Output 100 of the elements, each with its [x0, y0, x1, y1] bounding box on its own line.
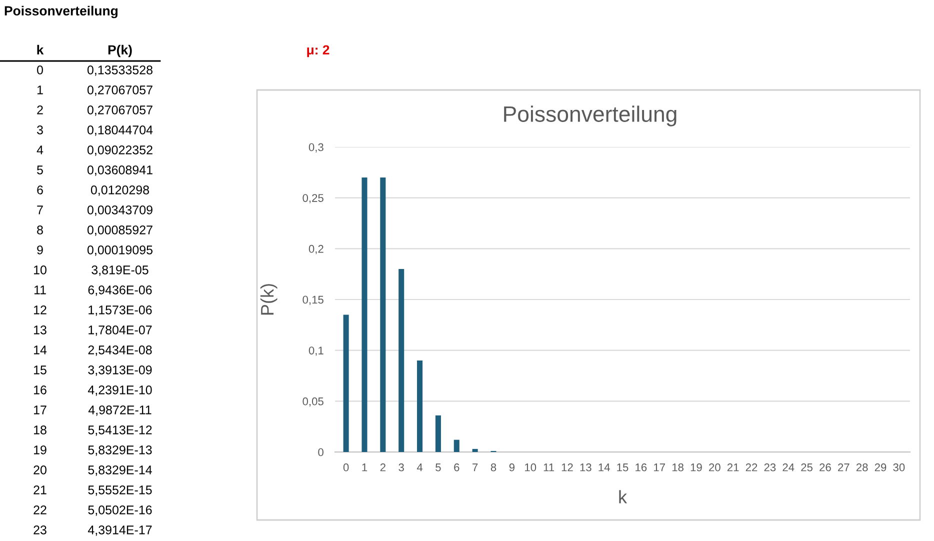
text: 17 — [34, 406, 46, 414]
text: 21 — [34, 486, 46, 494]
text: 23 — [34, 526, 46, 534]
text: 0,09022352 — [87, 146, 152, 156]
x-tick-label: 2 — [380, 463, 386, 472]
y-tick-label: 0 — [318, 448, 324, 456]
bar — [362, 178, 368, 452]
text: 16 — [34, 386, 46, 394]
text: P(k) — [108, 44, 132, 58]
x-tick-label: 26 — [820, 463, 831, 472]
x-tick-label: 15 — [617, 464, 628, 472]
x-tick-label: 19 — [690, 463, 702, 472]
text: 2,5434E-08 — [88, 346, 152, 356]
text: 11 — [34, 286, 46, 294]
text: 3,3913E-09 — [88, 366, 152, 376]
bar — [380, 178, 386, 452]
text: 1,1573E-06 — [88, 306, 152, 316]
x-tick-label: 29 — [874, 463, 886, 472]
text: 6,9436E-06 — [88, 286, 152, 296]
text: 3 — [37, 126, 43, 134]
chart-title: Poissonverteilung — [504, 106, 676, 126]
text: 9 — [37, 246, 43, 254]
x-tick-label: 4 — [416, 464, 423, 472]
text: 5,8329E-14 — [88, 466, 152, 476]
x-tick-label: 30 — [893, 463, 905, 472]
text: 0,13533528 — [87, 66, 152, 76]
x-tick-label: 6 — [454, 463, 460, 472]
x-tick-label: 25 — [801, 463, 813, 472]
x-tick-label: 7 — [472, 464, 478, 472]
y-tick-label: 0,3 — [308, 143, 324, 152]
text: 18 — [34, 426, 46, 434]
x-tick-label: 17 — [654, 464, 665, 472]
y-tick-label: 0,2 — [308, 244, 324, 254]
x-tick-label: 9 — [509, 463, 514, 472]
text: 14 — [34, 346, 47, 354]
x-tick-label: 0 — [343, 463, 349, 472]
text: 6 — [37, 186, 43, 194]
text: 8 — [37, 226, 43, 234]
x-tick-label: 22 — [746, 463, 758, 472]
text: 5,0502E-16 — [88, 506, 152, 516]
text: 5,5413E-12 — [88, 426, 152, 436]
x-tick-label: 13 — [580, 463, 592, 472]
x-tick-label: 23 — [764, 463, 776, 472]
text: 4,9872E-11 — [88, 406, 152, 416]
text: 0 — [37, 66, 43, 74]
text: 4,2391E-10 — [88, 386, 152, 396]
x-tick-label: 12 — [562, 463, 573, 472]
text: 15 — [34, 366, 46, 374]
bar — [398, 269, 404, 452]
x-tick-label: 24 — [782, 463, 794, 472]
text: 0,27067057 — [87, 86, 152, 96]
x-tick-label: 5 — [436, 464, 441, 472]
x-tick-label: 20 — [709, 463, 720, 472]
x-tick-label: 27 — [838, 463, 850, 472]
x-tick-label: 11 — [544, 464, 554, 472]
text: 5,8329E-13 — [88, 446, 152, 456]
x-tick-label: 18 — [672, 463, 684, 472]
x-tick-label: 16 — [636, 463, 647, 472]
x-tick-label: 3 — [398, 463, 404, 472]
text: 7 — [37, 206, 43, 214]
bar — [472, 448, 478, 452]
text: 1 — [37, 86, 43, 94]
text: μ: 2 — [307, 45, 330, 58]
y-axis-title: P(k) — [260, 284, 278, 315]
text: 4,3914E-17 — [88, 526, 152, 536]
text: Poissonverteilung — [4, 6, 118, 18]
text: 22 — [34, 506, 46, 514]
bar — [343, 314, 349, 452]
bar — [435, 415, 441, 452]
text: 0,00019095 — [87, 246, 152, 256]
x-axis-title: k — [619, 490, 628, 504]
text: 1,7804E-07 — [88, 326, 152, 336]
text: 13 — [34, 326, 46, 334]
x-tick-label: 8 — [490, 463, 496, 472]
text: 0,0120298 — [90, 186, 150, 196]
text: 0,27067057 — [87, 106, 152, 116]
y-tick-label: 0,1 — [308, 346, 324, 356]
x-tick-label: 14 — [598, 464, 610, 472]
x-tick-label: 1 — [362, 464, 368, 472]
x-tick-label: 21 — [727, 463, 739, 472]
text: 0,03608941 — [87, 166, 152, 176]
bar — [454, 440, 460, 452]
text: 10 — [34, 266, 46, 274]
y-tick-label: 0,05 — [302, 397, 324, 407]
bar — [417, 360, 423, 452]
y-tick-label: 0,15 — [302, 296, 324, 305]
text: k — [37, 44, 44, 54]
text: 2 — [37, 106, 43, 114]
text: 5 — [37, 166, 43, 174]
text: 19 — [34, 446, 46, 454]
y-tick-label: 0,25 — [302, 194, 324, 204]
text: 0,18044704 — [87, 126, 153, 136]
text: 12 — [34, 306, 46, 314]
text: 3,819E-05 — [92, 266, 148, 276]
text: 4 — [36, 146, 44, 154]
text: 0,00343709 — [87, 206, 152, 216]
text: 0,00085927 — [87, 226, 152, 236]
text: 5,5552E-15 — [88, 486, 152, 496]
x-tick-label: 28 — [856, 463, 868, 472]
x-tick-label: 10 — [525, 463, 536, 472]
